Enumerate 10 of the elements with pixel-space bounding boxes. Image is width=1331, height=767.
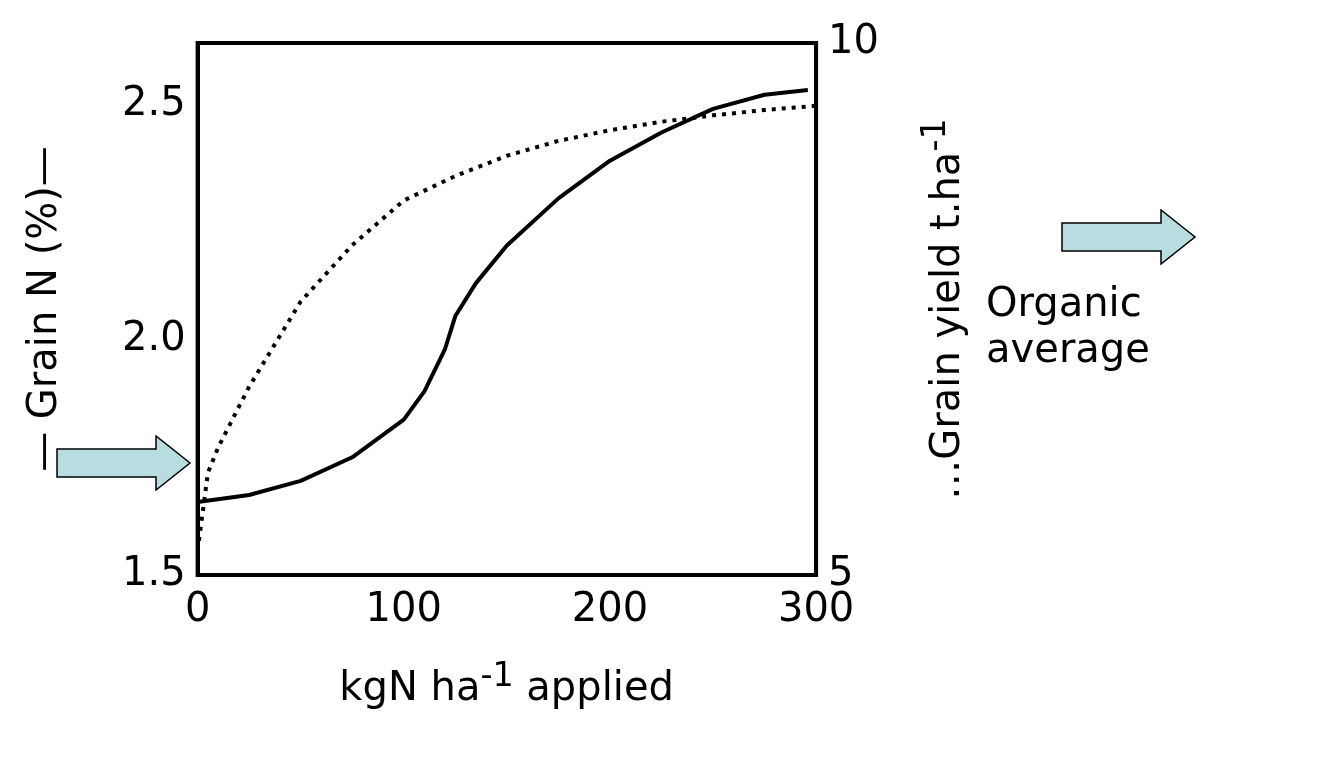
y-axis-title: — Grain N (%)—	[19, 146, 65, 472]
x-axis-title: kgN ha$^{-1}$ applied	[339, 655, 674, 710]
text: Organic average	[986, 279, 1151, 371]
y-tick-label: 2.5	[121, 77, 186, 124]
y-tick-label: 2.0	[121, 312, 186, 359]
y-tick-label: 1.5	[121, 548, 186, 595]
x-tick-label: 100	[365, 584, 442, 631]
x-tick-label: 0	[184, 584, 211, 631]
y2-tick-label: 10	[828, 16, 880, 63]
x-tick-label: 200	[571, 584, 649, 631]
